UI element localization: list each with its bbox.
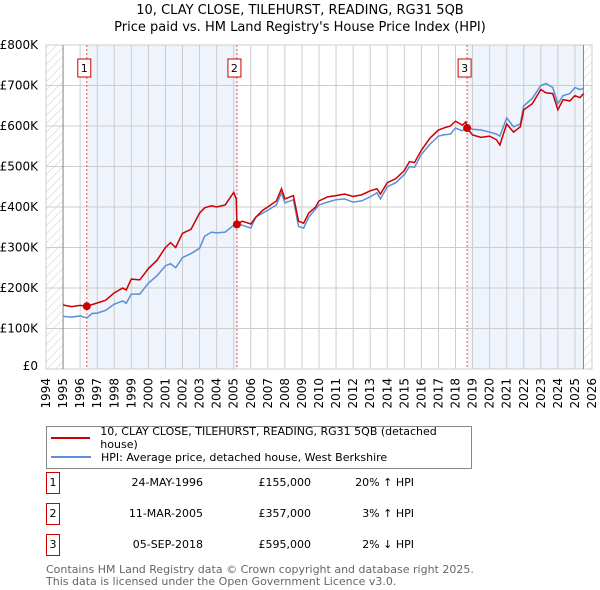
sale-date: 11-MAR-2005 — [128, 507, 203, 520]
sale-label-box — [227, 58, 242, 78]
x-tick-label: 1995 — [56, 378, 70, 409]
x-tick-label: 2014 — [380, 378, 394, 409]
sale-label-box — [77, 58, 92, 78]
hpi-line-swatch — [51, 456, 91, 458]
y-tick-label: £0 — [23, 359, 38, 373]
x-tick-label: 1996 — [73, 378, 87, 409]
y-tick-label: £200K — [0, 281, 39, 295]
x-tick-label: 2021 — [500, 378, 514, 409]
x-tick-label: 1994 — [39, 378, 53, 409]
x-tick-label: 2020 — [483, 378, 497, 409]
transaction-row: 3 05-SEP-2018 £595,000 2% ↓ HPI — [46, 534, 446, 556]
sale-label-box — [457, 58, 472, 78]
sale-label: 1 — [81, 62, 88, 75]
x-tick-label: 1997 — [90, 378, 104, 409]
x-tick-label: 1998 — [107, 378, 121, 409]
sale-date: 05-SEP-2018 — [132, 538, 203, 551]
property-line-swatch — [51, 437, 91, 439]
sale-label: 2 — [231, 62, 238, 75]
sale-point — [232, 220, 241, 229]
x-tick-label: 2011 — [329, 378, 343, 409]
x-tick-label: 2013 — [363, 378, 377, 409]
sale-marker-badge: 3 — [46, 534, 60, 556]
footer: Contains HM Land Registry data © Crown c… — [46, 564, 474, 588]
y-tick-label: £100K — [0, 322, 39, 336]
property-price-line — [62, 88, 585, 308]
sale-marker-badge: 1 — [46, 472, 60, 494]
x-tick-label: 1999 — [124, 378, 138, 409]
sale-price: £357,000 — [258, 507, 312, 520]
x-tick-label: 2016 — [414, 378, 428, 409]
x-tick-label: 2023 — [534, 378, 548, 409]
x-tick-label: 2015 — [397, 378, 411, 409]
transaction-row: 1 24-MAY-1996 £155,000 20% ↑ HPI — [46, 472, 446, 494]
y-tick-label: £400K — [0, 200, 39, 214]
sale-date: 24-MAY-1996 — [131, 476, 203, 489]
hpi-line — [62, 82, 584, 319]
y-tick-label: £800K — [0, 38, 39, 52]
footer-line1: Contains HM Land Registry data © Crown c… — [46, 563, 474, 576]
x-tick-label: 2001 — [158, 378, 172, 409]
sale-price: £595,000 — [258, 538, 312, 551]
x-tick-label: 2025 — [568, 378, 582, 409]
x-tick-label: 2009 — [295, 378, 309, 409]
price-chart: 1994 1995 1996 1997 1998 1999 2000 2001 2002 2003… — [0, 38, 599, 409]
x-tick-label: 2024 — [551, 378, 565, 409]
x-tick-label: 2005 — [227, 378, 241, 409]
x-tick-label: 2012 — [346, 378, 360, 409]
x-tick-label: 2004 — [210, 378, 224, 409]
x-tick-label: 2010 — [312, 378, 326, 409]
x-tick-label: 2008 — [278, 378, 292, 409]
footer-line2: This data is licensed under the Open Gov… — [46, 575, 397, 588]
y-tick-label: £600K — [0, 119, 39, 133]
chart-subtitle: Price paid vs. HM Land Registry's House … — [114, 20, 486, 35]
x-tick-label: 2019 — [466, 378, 480, 409]
x-tick-label: 2022 — [517, 378, 531, 409]
x-tick-label: 2006 — [244, 378, 258, 409]
x-tick-label: 2000 — [141, 378, 155, 409]
x-tick-label: 2017 — [431, 378, 445, 409]
y-tick-label: £500K — [0, 160, 39, 174]
x-tick-label: 2003 — [193, 378, 207, 409]
sale-price: £155,000 — [258, 476, 312, 489]
sale-point — [463, 124, 472, 133]
y-tick-label: £700K — [0, 79, 39, 93]
x-tick-label: 2002 — [176, 378, 190, 409]
legend-property: 10, CLAY CLOSE, TILEHURST, READING, RG31… — [100, 425, 437, 451]
x-tick-label: 2018 — [449, 378, 463, 409]
transaction-row: 2 11-MAR-2005 £357,000 3% ↑ HPI — [46, 503, 446, 525]
legend: 10, CLAY CLOSE, TILEHURST, READING, RG31… — [46, 425, 472, 469]
y-tick-label: £300K — [0, 241, 39, 255]
legend-hpi: HPI: Average price, detached house, West… — [101, 450, 388, 464]
chart-title: 10, CLAY CLOSE, TILEHURST, READING, RG31… — [136, 3, 464, 18]
x-tick-label: 2026 — [585, 378, 599, 409]
x-tick-label: 2007 — [261, 378, 275, 409]
sale-hpi-diff: 2% ↓ HPI — [362, 538, 414, 551]
sale-marker-badge: 2 — [46, 503, 60, 525]
sale-point — [82, 302, 91, 311]
sale-label: 3 — [461, 62, 468, 75]
sale-hpi-diff: 3% ↑ HPI — [362, 507, 414, 520]
sale-hpi-diff: 20% ↑ HPI — [355, 476, 414, 489]
